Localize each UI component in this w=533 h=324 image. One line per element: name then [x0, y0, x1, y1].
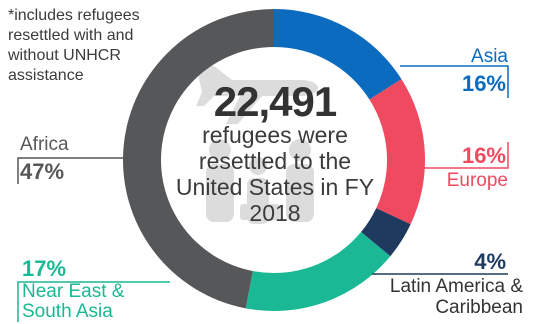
near-east-leader-line	[17, 281, 170, 322]
asia-leader-line	[400, 65, 509, 98]
africa-slice	[122, 9, 274, 309]
europe-slice	[369, 79, 425, 225]
near-east-percent: 17%	[22, 256, 67, 281]
refugee-family-icon	[206, 139, 314, 224]
latin-america-label: Latin America & Caribbean	[389, 276, 523, 318]
europe-leader-line	[400, 142, 509, 169]
latin-america-slice	[361, 208, 411, 257]
total-refugees: 22,491	[213, 78, 337, 125]
near-east-slice	[245, 232, 391, 311]
asia-percent: 16%	[461, 71, 506, 96]
asia-slice	[274, 9, 402, 100]
africa-label: Africa	[20, 134, 69, 155]
africa-leader-line	[17, 157, 150, 184]
africa-percent: 47%	[20, 159, 65, 184]
asia-label: Asia	[471, 46, 508, 67]
footnote: *includes refugees resettled with and wi…	[8, 7, 140, 84]
airplane-icon	[196, 66, 318, 124]
latin-america-percent: 4%	[474, 249, 506, 274]
center-caption: refugees were resettled to the United St…	[175, 122, 375, 226]
near-east-label: Near East & South Asia	[22, 281, 125, 322]
europe-label: Europe	[446, 170, 508, 191]
europe-percent: 16%	[461, 143, 506, 168]
